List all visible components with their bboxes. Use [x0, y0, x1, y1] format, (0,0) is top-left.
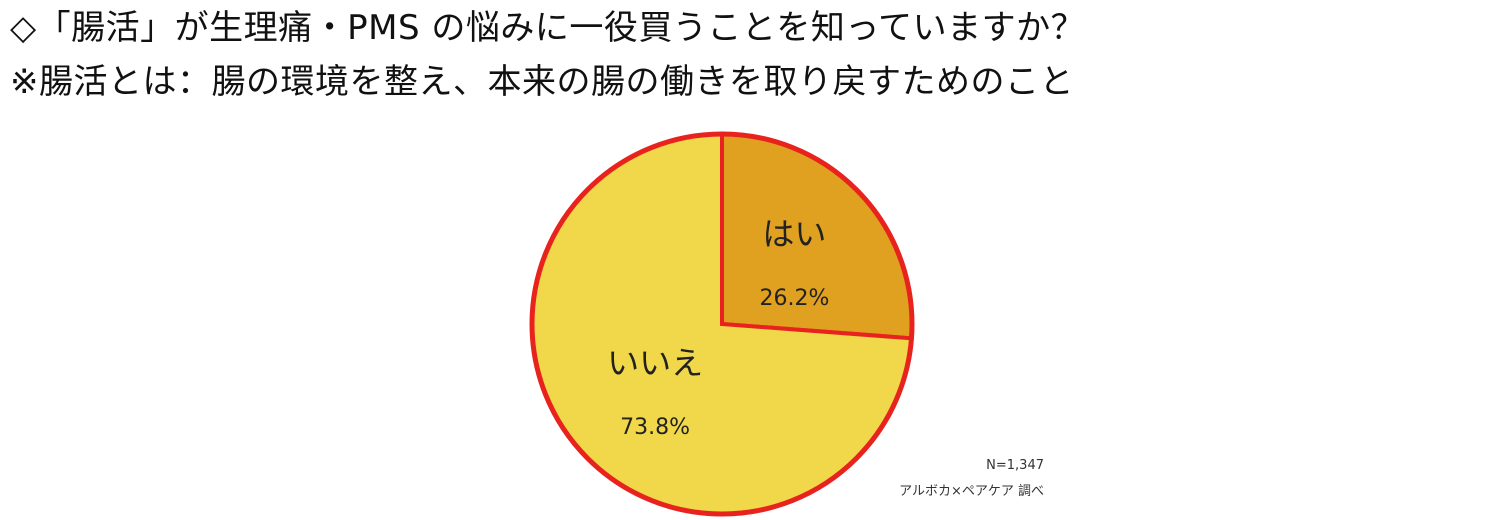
pie-slices: [529, 131, 915, 517]
pie-outline: [529, 131, 915, 517]
slice-category-label: はい: [762, 215, 826, 253]
sample-size-note: N=1,347: [986, 458, 1044, 473]
slice-value-label: 26.2%: [759, 286, 829, 311]
slice-value-label: 73.8%: [620, 415, 690, 440]
pie-labels: はい 26.2% いいえ 73.8%: [607, 215, 829, 440]
chart-subtitle: ※腸活とは：腸の環境を整え、本来の腸の働きを取り戻すためのこと: [10, 62, 1074, 102]
source-note: アルボカ×ペアケア 調べ: [899, 484, 1044, 499]
chart-title: ◇「腸活」が生理痛・PMS の悩みに一役買うことを知っていますか？: [10, 8, 1086, 48]
slice-category-label: いいえ: [607, 344, 703, 382]
